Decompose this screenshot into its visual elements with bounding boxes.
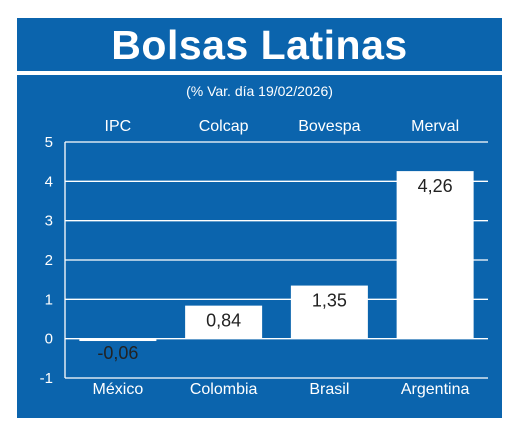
bar-chart-plot: -1 0 1 2 3 4 5 -0,06 IPC México 0,84 Colcap Colombia… <box>40 118 488 398</box>
index-name-label: Colcap <box>199 118 249 135</box>
y-tick-label: 2 <box>45 252 53 269</box>
y-tick-label: -1 <box>40 370 53 387</box>
chart-subtitle: (% Var. día 19/02/2026) <box>186 83 333 99</box>
y-tick-label: 5 <box>45 134 53 151</box>
bar-value-label: 1,35 <box>312 291 347 311</box>
bar <box>290 285 368 339</box>
index-name-label: Bovespa <box>298 118 360 135</box>
y-tick-label: 0 <box>45 331 53 348</box>
bar-value-label: 0,84 <box>206 311 241 331</box>
index-name-label: Merval <box>411 118 459 135</box>
bar-value-label: -0,06 <box>97 343 138 363</box>
category-label: Argentina <box>401 381 470 398</box>
chart-panel: Bolsas Latinas (% Var. día 19/02/2026) -… <box>17 18 502 418</box>
category-label: México <box>93 381 144 398</box>
bar <box>396 171 474 339</box>
y-tick-label: 3 <box>45 213 53 230</box>
chart-title: Bolsas Latinas <box>111 22 408 68</box>
bar <box>79 338 157 342</box>
y-tick-label: 4 <box>45 173 53 190</box>
category-label: Colombia <box>190 381 258 398</box>
title-band: Bolsas Latinas <box>17 18 502 75</box>
y-tick-label: 1 <box>45 291 53 308</box>
category-label: Brasil <box>309 381 349 398</box>
index-name-label: IPC <box>105 118 132 135</box>
bar-value-label: 4,26 <box>418 176 453 196</box>
bar <box>185 305 263 339</box>
